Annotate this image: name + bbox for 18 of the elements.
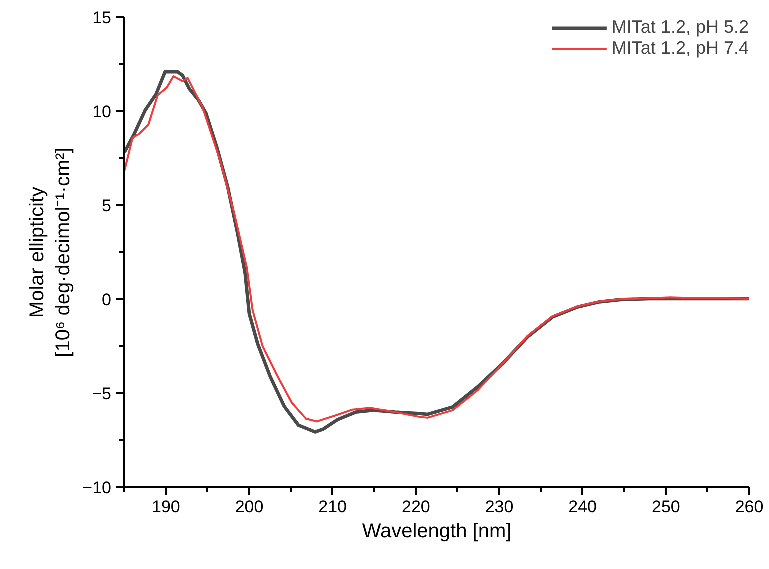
y-tick-label: −10	[82, 478, 112, 498]
legend-label: MITat 1.2, pH 5.2	[612, 17, 749, 38]
x-tick-label: 220	[402, 498, 430, 516]
x-tick-label: 250	[652, 498, 680, 516]
x-tick-label: 230	[485, 498, 514, 516]
legend-label: MITat 1.2, pH 7.4	[612, 38, 749, 59]
x-tick-label: 260	[735, 498, 764, 516]
y-tick-label: −5	[92, 384, 112, 404]
y-tick-label: 5	[102, 196, 112, 216]
y-axis-title: Molar ellipticity [10⁶ deg·decimol⁻¹·cm²]	[26, 148, 75, 358]
x-tick-label: 190	[152, 498, 180, 516]
x-tick-label: 200	[235, 498, 264, 516]
x-tick-label: 240	[568, 498, 598, 516]
y-tick-label: 10	[92, 102, 112, 122]
y-tick-label: 15	[92, 8, 112, 28]
x-axis-title: Wavelength [nm]	[362, 520, 512, 542]
y-tick-label: 0	[102, 290, 112, 310]
x-tick-label: 210	[318, 498, 348, 516]
